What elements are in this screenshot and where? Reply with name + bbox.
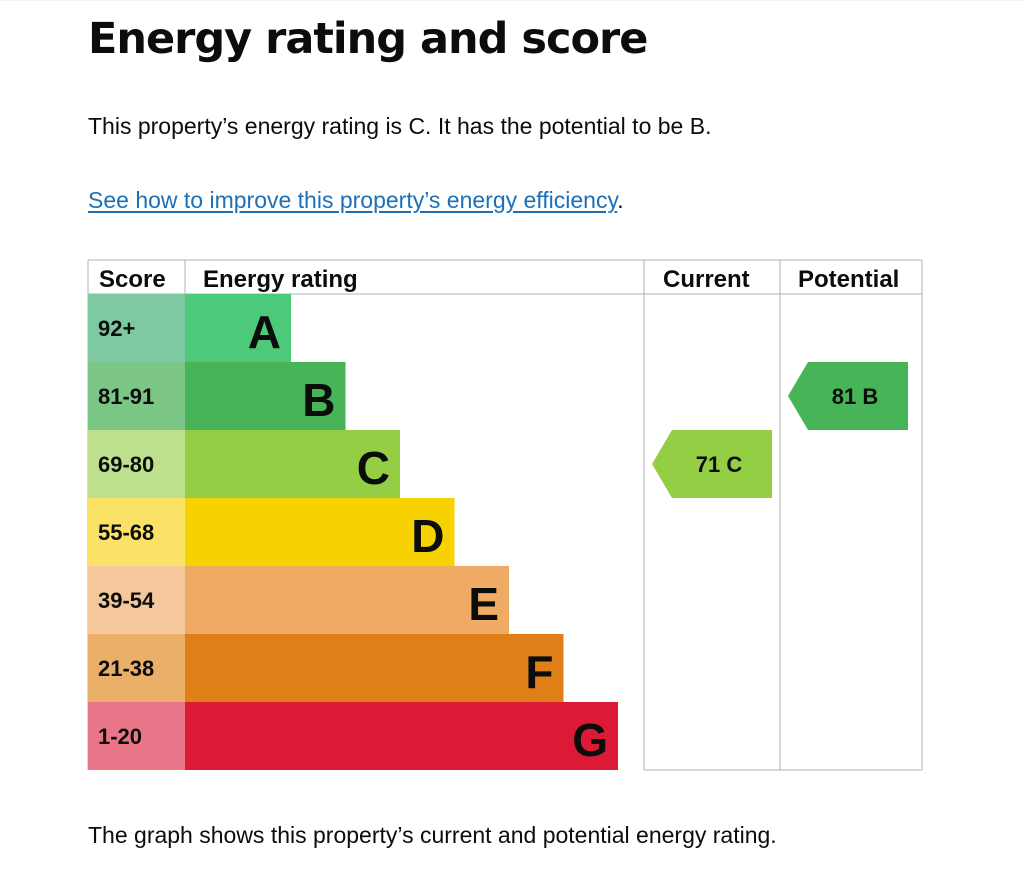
score-cell-f: [88, 634, 185, 702]
improve-efficiency-link[interactable]: See how to improve this property’s energ…: [88, 187, 618, 213]
rating-bar-a: [185, 294, 291, 362]
potential-arrow: [788, 362, 908, 430]
rating-letter-b: B: [302, 374, 335, 426]
score-cell-a: [88, 294, 185, 362]
header-score: Score: [99, 266, 166, 293]
page-title: Energy rating and score: [88, 14, 648, 64]
rating-letter-f: F: [525, 646, 553, 698]
score-cell-d: [88, 498, 185, 566]
improve-link-line: See how to improve this property’s energ…: [88, 187, 624, 214]
score-range-f: 21-38: [98, 656, 154, 681]
score-range-b: 81-91: [98, 384, 154, 409]
potential-rating-label: 81 B: [832, 384, 878, 409]
rating-letter-g: G: [572, 714, 608, 766]
rating-bar-f: [185, 634, 564, 702]
top-divider: [0, 0, 1024, 1]
rating-letter-d: D: [411, 510, 444, 562]
rating-bar-g: [185, 702, 618, 770]
score-range-a: 92+: [98, 316, 135, 341]
header-current: Current: [663, 266, 750, 293]
score-cell-c: [88, 430, 185, 498]
header-energy-rating: Energy rating: [203, 266, 358, 293]
score-cell-g: [88, 702, 185, 770]
link-suffix: .: [617, 187, 624, 213]
current-rating-label: 71 C: [696, 452, 743, 477]
score-cell-b: [88, 362, 185, 430]
score-range-c: 69-80: [98, 452, 154, 477]
score-range-e: 39-54: [98, 588, 155, 613]
rating-summary: This property’s energy rating is C. It h…: [88, 113, 712, 139]
rating-letter-a: A: [248, 306, 281, 358]
rating-bar-e: [185, 566, 509, 634]
score-range-d: 55-68: [98, 520, 154, 545]
current-arrow: [652, 430, 772, 498]
header-potential: Potential: [798, 266, 899, 293]
rating-bar-c: [185, 430, 400, 498]
score-range-g: 1-20: [98, 724, 142, 749]
score-cell-e: [88, 566, 185, 634]
chart-caption: The graph shows this property’s current …: [88, 822, 777, 848]
energy-rating-chart: Score Energy rating Current Potential 92+ A 81…: [87, 259, 923, 771]
rating-bar-d: [185, 498, 455, 566]
rating-bar-b: [185, 362, 346, 430]
rating-letter-c: C: [357, 442, 390, 494]
rating-letter-e: E: [468, 578, 499, 630]
